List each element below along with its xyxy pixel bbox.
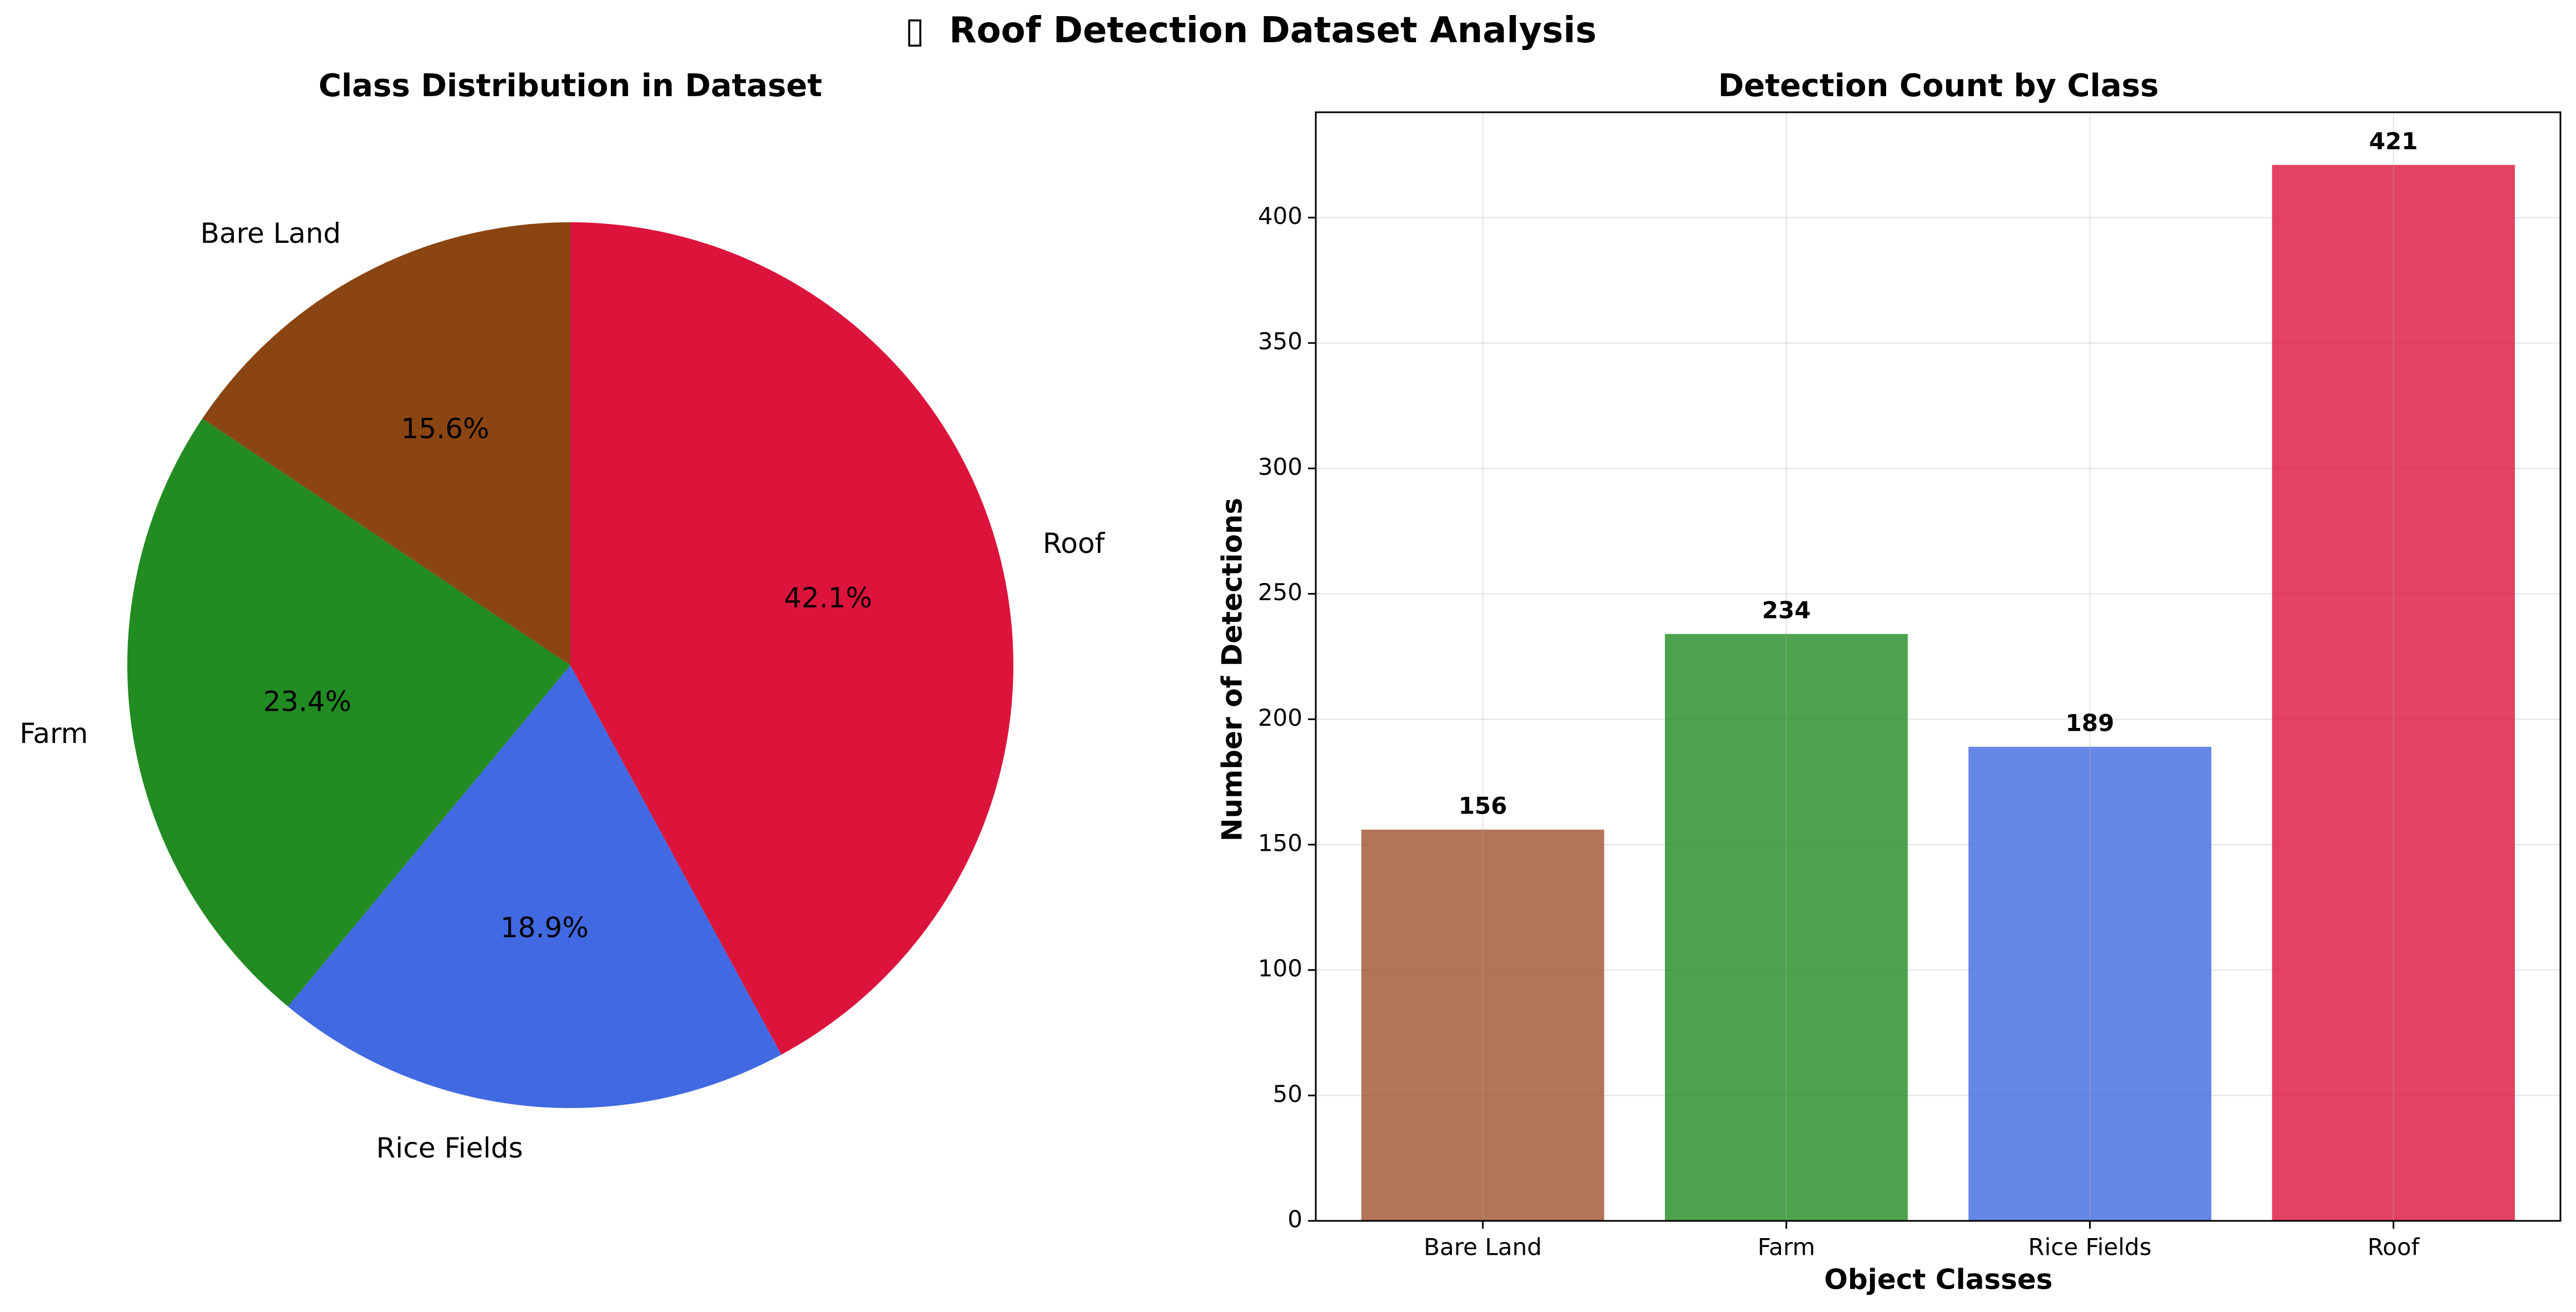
bar-axes-frame xyxy=(1315,111,2562,1222)
pie-chart-title: Class Distribution in Dataset xyxy=(319,68,822,104)
bar-roof xyxy=(2272,164,2515,1221)
pie-pct-label-farm: 23.4% xyxy=(263,685,351,717)
bar-value-label-farm: 234 xyxy=(1762,596,1811,623)
bar-y-tick-label: 300 xyxy=(1258,453,1302,480)
figure-title-text: Roof Detection Dataset Analysis xyxy=(949,10,1597,51)
pie-slice-bare-land xyxy=(202,222,570,665)
pie-labels: 42.1% Roof 18.9% Rice Fields 23.4% Farm 15.6% B… xyxy=(19,217,1105,1164)
bar-x-tick-label-bare-land: Bare Land xyxy=(1424,1234,1542,1261)
bar-x-ticks: Bare Land Farm Rice Fields Roof xyxy=(1424,1221,2420,1261)
bar-y-tick-label: 350 xyxy=(1258,328,1302,355)
bar-value-label-bare-land: 156 xyxy=(1459,792,1508,819)
bar-y-tick-label: 150 xyxy=(1258,829,1302,856)
bar-y-tick-label: 400 xyxy=(1258,202,1302,230)
bar-rice-fields xyxy=(1968,746,2211,1221)
bar-y-tick-label: 100 xyxy=(1258,955,1302,982)
pie-label-rice-fields: Rice Fields xyxy=(376,1132,523,1164)
bar-x-axis-label: Object Classes xyxy=(1824,1264,2052,1296)
pie-slice-rice-fields xyxy=(287,665,782,1109)
pie-slices xyxy=(127,222,1014,1109)
pie-label-roof: Roof xyxy=(1043,527,1106,560)
bar-chart-title: Detection Count by Class xyxy=(1718,68,2159,104)
bar-y-tick-label: 200 xyxy=(1258,704,1302,731)
bar-value-labels: 156 234 189 421 xyxy=(1459,112,2418,1221)
bar-chart: Detection Count by Class 156 234 189 421 0 5… xyxy=(1216,68,2562,1296)
bar-y-tick-label: 50 xyxy=(1273,1080,1302,1108)
pie-label-bare-land: Bare Land xyxy=(200,217,341,250)
bar-y-tick-label: 250 xyxy=(1258,578,1302,606)
pie-pct-label-roof: 42.1% xyxy=(784,582,872,614)
bar-y-axis-label: Number of Detections xyxy=(1216,498,1249,841)
figure-title: ▯ Roof Detection Dataset Analysis xyxy=(905,10,1597,51)
bar-value-label-rice-fields: 189 xyxy=(2066,709,2115,736)
bar-x-tick-label-rice-fields: Rice Fields xyxy=(2028,1234,2152,1261)
bar-farm xyxy=(1665,633,1908,1221)
bar-y-ticks: 0 50 100 150 200 250 300 350 400 xyxy=(1258,202,1316,1233)
bar-y-tick-label: 0 xyxy=(1287,1206,1302,1233)
chart-emoji-icon: ▯ xyxy=(905,10,924,51)
pie-chart: Class Distribution in Dataset 42.1% Roof 1… xyxy=(19,68,1105,1164)
pie-slice-farm xyxy=(127,418,571,1007)
pie-pct-label-bare-land: 15.6% xyxy=(401,413,489,445)
pie-pct-label-rice-fields: 18.9% xyxy=(500,911,589,944)
bar-bare-land xyxy=(1361,829,1604,1221)
pie-slice-roof xyxy=(570,222,1014,1055)
pie-label-farm: Farm xyxy=(19,717,88,750)
bar-marks xyxy=(1361,164,2515,1221)
bar-x-tick-label-roof: Roof xyxy=(2368,1234,2420,1261)
bar-value-label-roof: 421 xyxy=(2369,127,2418,154)
bar-x-tick-label-farm: Farm xyxy=(1758,1234,1815,1261)
